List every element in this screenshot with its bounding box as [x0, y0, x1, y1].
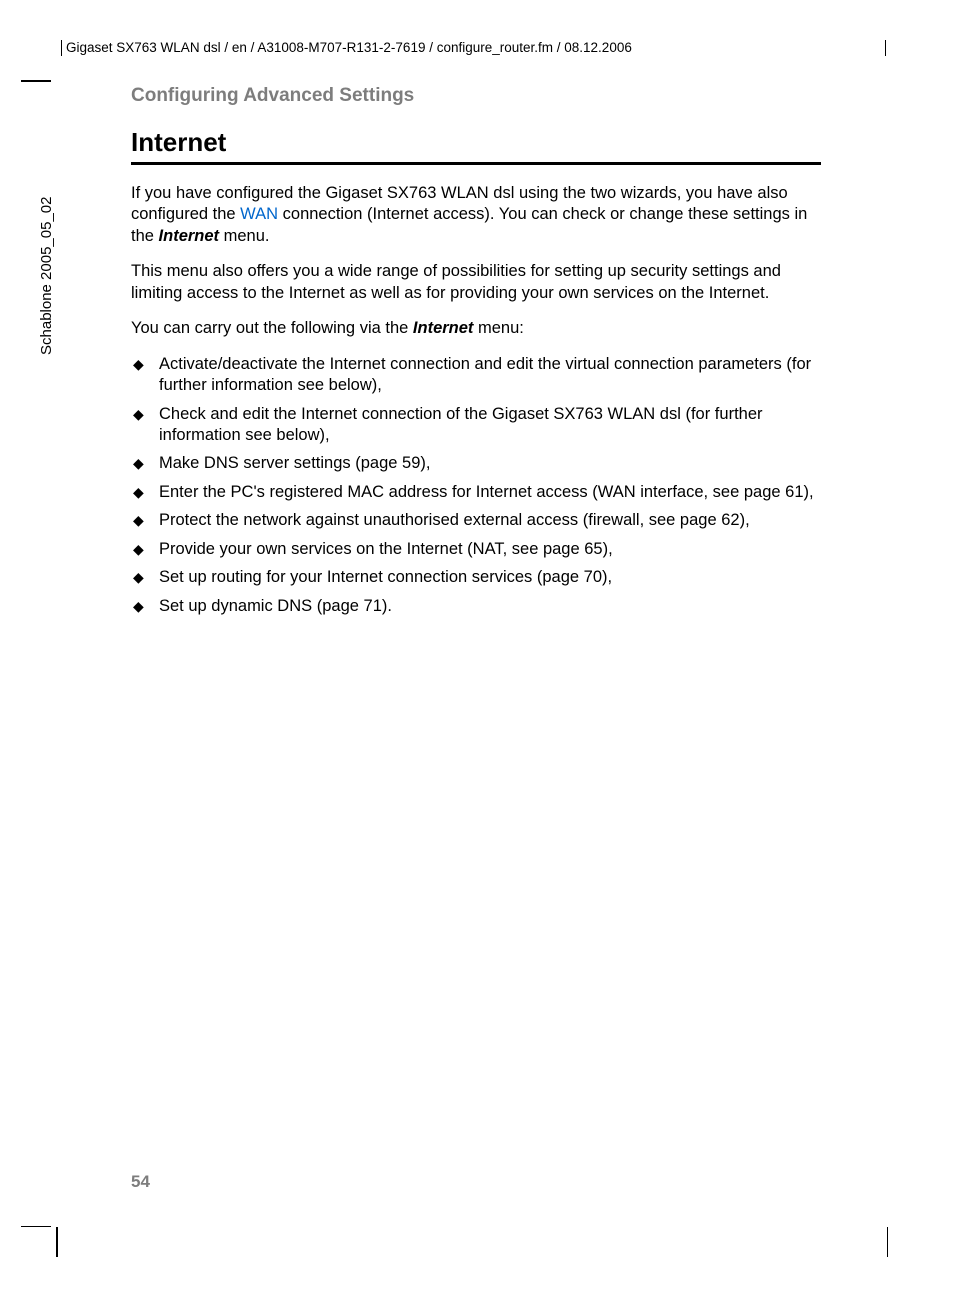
menu-name: Internet	[413, 319, 474, 337]
content-area: Configuring Advanced Settings Internet I…	[131, 85, 821, 624]
page-number: 54	[131, 1172, 150, 1192]
list-item: Activate/deactivate the Internet connect…	[131, 354, 821, 397]
crop-mark	[887, 1227, 889, 1257]
crop-mark	[21, 80, 51, 82]
text: menu:	[473, 319, 523, 337]
list-item: Provide your own services on the Interne…	[131, 539, 821, 560]
crop-mark	[885, 40, 887, 56]
paragraph: This menu also offers you a wide range o…	[131, 261, 821, 304]
section-title: Internet	[131, 127, 821, 165]
crop-mark	[21, 1226, 51, 1228]
text: menu.	[219, 227, 269, 245]
bullet-list: Activate/deactivate the Internet connect…	[131, 354, 821, 617]
header-path: Gigaset SX763 WLAN dsl / en / A31008-M70…	[61, 40, 886, 56]
header-path-text: Gigaset SX763 WLAN dsl / en / A31008-M70…	[66, 40, 632, 55]
wan-link[interactable]: WAN	[240, 205, 278, 223]
list-item: Make DNS server settings (page 59),	[131, 453, 821, 474]
list-item: Check and edit the Internet connection o…	[131, 404, 821, 447]
paragraph: If you have configured the Gigaset SX763…	[131, 183, 821, 247]
menu-name: Internet	[159, 227, 220, 245]
paragraph: You can carry out the following via the …	[131, 318, 821, 339]
section-subtitle: Configuring Advanced Settings	[131, 85, 821, 107]
crop-mark	[56, 1227, 58, 1257]
template-id-sidebar: Schablone 2005_05_02	[38, 197, 55, 355]
list-item: Enter the PC's registered MAC address fo…	[131, 482, 821, 503]
list-item: Set up dynamic DNS (page 71).	[131, 596, 821, 617]
text: You can carry out the following via the	[131, 319, 413, 337]
list-item: Protect the network against unauthorised…	[131, 510, 821, 531]
page: Gigaset SX763 WLAN dsl / en / A31008-M70…	[0, 0, 954, 1307]
list-item: Set up routing for your Internet connect…	[131, 567, 821, 588]
